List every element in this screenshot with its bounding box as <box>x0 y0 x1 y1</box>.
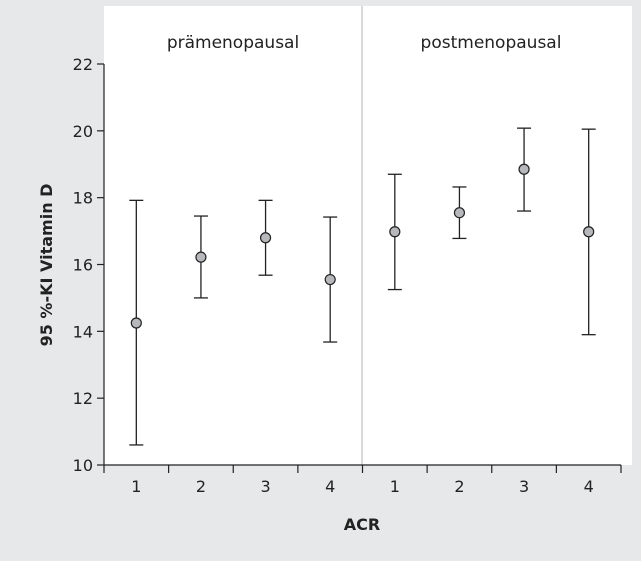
x-tick-label: 3 <box>260 477 270 496</box>
mean-point <box>195 251 207 263</box>
y-tick-label: 16 <box>73 256 93 275</box>
y-axis: 10 12 14 16 18 20 22 <box>73 55 105 475</box>
y-axis-label: 95 %-KI Vitamin D <box>37 184 56 347</box>
plot-area <box>104 6 632 465</box>
y-tick-label: 22 <box>73 55 93 74</box>
mean-point <box>453 207 466 219</box>
y-tick-label: 14 <box>73 322 93 341</box>
mean-point <box>518 163 530 175</box>
y-tick-label: 10 <box>73 456 93 475</box>
mean-point <box>259 232 272 244</box>
x-tick-label: 2 <box>454 477 464 496</box>
x-axis: 1 2 3 4 1 2 3 4 <box>103 464 622 496</box>
panel-label-premenopausal: prämenopausal <box>167 33 299 53</box>
mean-point <box>583 226 595 238</box>
x-tick-label: 1 <box>131 477 141 496</box>
x-tick-label: 2 <box>196 477 206 496</box>
y-tick-label: 20 <box>73 122 93 141</box>
y-tick-label: 18 <box>73 189 93 208</box>
mean-point <box>389 226 401 238</box>
x-tick-label: 4 <box>325 477 335 496</box>
x-axis-label: ACR <box>344 515 380 534</box>
y-tick-label: 12 <box>73 389 93 408</box>
panel-label-postmenopausal: postmenopausal <box>421 33 562 53</box>
mean-point <box>324 273 336 286</box>
x-tick-label: 1 <box>390 477 400 496</box>
x-tick-label: 3 <box>519 477 529 496</box>
error-bar-series <box>129 127 596 446</box>
mean-point <box>130 317 142 329</box>
x-tick-label: 4 <box>584 477 594 496</box>
